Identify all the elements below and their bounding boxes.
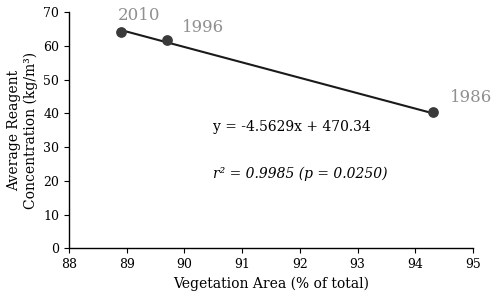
Y-axis label: Average Reagent
Concentration (kg/m³): Average Reagent Concentration (kg/m³) <box>7 52 38 209</box>
Point <box>428 109 436 114</box>
Text: 1986: 1986 <box>450 89 492 105</box>
Point <box>163 38 171 42</box>
Point <box>117 29 125 34</box>
Text: r² = 0.9985 (p = 0.0250): r² = 0.9985 (p = 0.0250) <box>213 167 388 181</box>
Text: 2010: 2010 <box>118 7 160 24</box>
X-axis label: Vegetation Area (% of total): Vegetation Area (% of total) <box>173 277 369 291</box>
Text: 1996: 1996 <box>182 19 224 36</box>
Text: y = -4.5629x + 470.34: y = -4.5629x + 470.34 <box>213 119 371 134</box>
